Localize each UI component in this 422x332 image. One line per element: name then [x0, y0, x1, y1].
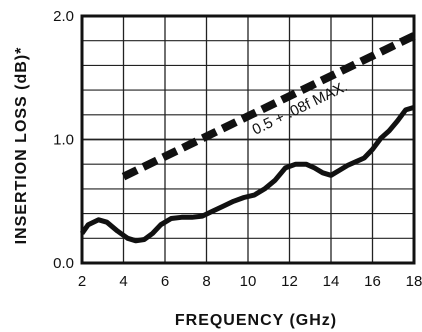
x-tick-label: 10 [240, 273, 257, 290]
x-tick-label: 16 [364, 273, 381, 290]
insertion-loss-curve [79, 105, 415, 244]
x-tick-label: 12 [281, 273, 298, 290]
x-tick-label: 6 [161, 273, 169, 290]
x-tick-label: 4 [119, 273, 127, 290]
x-tick-label: 8 [202, 273, 210, 290]
x-tick-label: 14 [323, 273, 340, 290]
y-axis-title: INSERTION LOSS (dB)* [13, 47, 30, 245]
x-tick-label: 18 [406, 273, 422, 290]
y-tick-label: 1.0 [53, 132, 74, 149]
tick-labels: 2 4 6 8 10 12 14 16 18 0.0 1.0 2.0 [53, 8, 422, 290]
x-axis-title: FREQUENCY (GHz) [175, 312, 337, 329]
plot-frame [80, 14, 416, 265]
max-limit-dashed-line [121, 32, 416, 181]
y-tick-label: 2.0 [53, 8, 74, 25]
x-tick-label: 2 [78, 273, 86, 290]
series-layer [79, 32, 416, 244]
y-tick-label: 0.0 [53, 255, 74, 272]
